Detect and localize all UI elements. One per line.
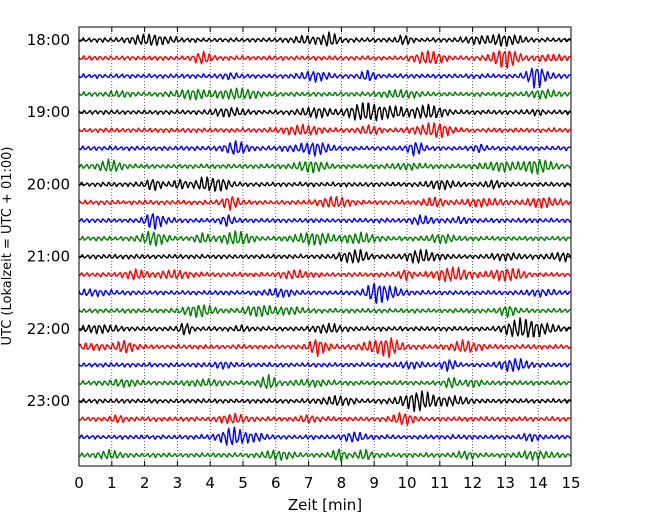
trace-row-3	[78, 87, 571, 101]
y-tick-label-4: 22:00	[27, 320, 70, 338]
trace-row-16	[78, 317, 571, 338]
x-tick-label-14: 14	[529, 474, 548, 492]
trace-row-22	[78, 426, 571, 446]
trace-row-2	[78, 67, 571, 89]
x-tick-label-15: 15	[561, 474, 580, 492]
trace-row-23	[78, 448, 572, 462]
y-tick-label-1: 19:00	[27, 103, 70, 121]
trace-row-21	[78, 411, 571, 426]
x-tick-label-2: 2	[140, 474, 150, 492]
x-tick-label-4: 4	[205, 474, 215, 492]
trace-row-14	[78, 283, 571, 304]
x-tick-label-1: 1	[107, 474, 117, 492]
trace-row-9	[78, 195, 571, 212]
y-axis-label: UTC (Lokalzeit = UTC + 01:00)	[0, 147, 15, 346]
trace-row-4	[78, 102, 571, 122]
grid-lines	[111, 27, 539, 466]
trace-row-0	[78, 31, 571, 47]
x-axis-label: Zeit [min]	[288, 496, 362, 514]
x-tick-label-12: 12	[463, 474, 482, 492]
x-tick-label-5: 5	[238, 474, 248, 492]
trace-row-8	[78, 176, 572, 192]
trace-row-20	[78, 390, 571, 413]
x-axis-ticks: 0 1 2 3 4 5 6 7 8 9 10 11 12 13 14 15	[74, 27, 581, 492]
y-axis-ticks: 18:00 19:00 20:00 21:00 22:00 23:00	[27, 31, 571, 410]
x-tick-label-13: 13	[496, 474, 515, 492]
plot-frame	[78, 26, 572, 467]
trace-row-5	[78, 122, 571, 138]
x-tick-label-0: 0	[74, 474, 84, 492]
x-tick-label-3: 3	[173, 474, 183, 492]
trace-row-7	[78, 158, 571, 175]
trace-row-19	[78, 373, 571, 390]
trace-row-17	[78, 337, 571, 359]
x-tick-label-10: 10	[397, 474, 416, 492]
trace-row-6	[78, 140, 571, 157]
y-tick-label-3: 21:00	[27, 248, 70, 266]
seismogram-traces	[78, 31, 572, 462]
trace-row-18	[78, 357, 571, 373]
y-tick-label-5: 23:00	[27, 392, 70, 410]
trace-row-11	[78, 230, 571, 247]
x-tick-label-9: 9	[369, 474, 379, 492]
x-tick-label-8: 8	[337, 474, 347, 492]
trace-row-1	[78, 50, 571, 69]
y-tick-label-2: 20:00	[27, 175, 70, 193]
trace-row-12	[78, 248, 572, 264]
trace-row-10	[78, 213, 572, 230]
plot-background	[79, 27, 571, 466]
trace-row-15	[78, 304, 571, 318]
y-tick-label-0: 18:00	[27, 31, 70, 49]
x-tick-label-7: 7	[304, 474, 314, 492]
x-tick-label-11: 11	[430, 474, 449, 492]
trace-row-13	[78, 266, 571, 283]
x-tick-label-6: 6	[271, 474, 281, 492]
